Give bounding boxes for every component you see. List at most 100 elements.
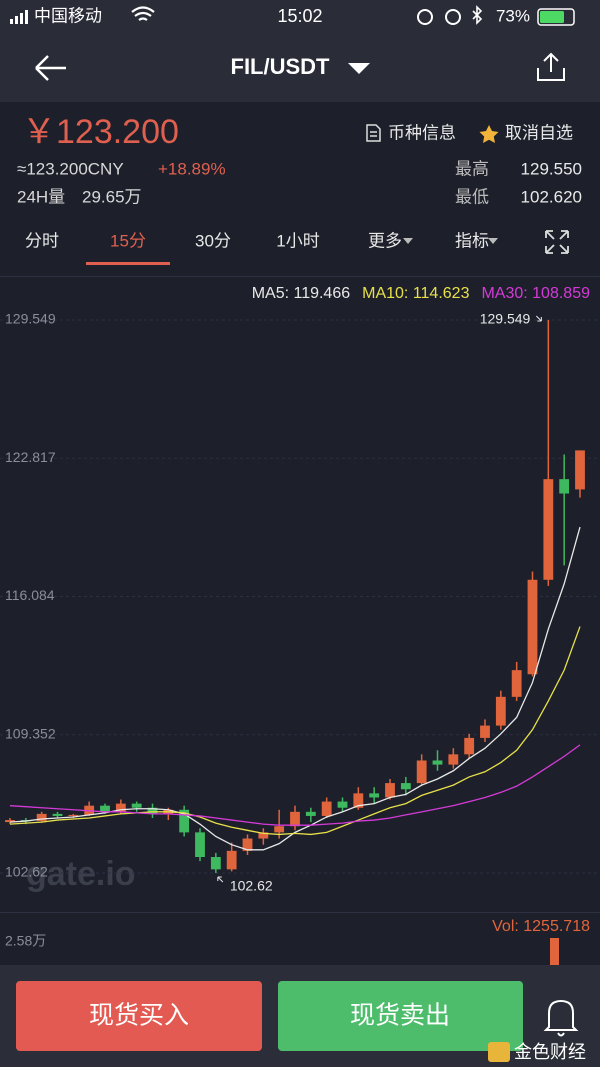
candle-body [147,807,158,814]
candle-body [416,760,427,784]
clock: 15:02 [277,6,322,26]
sell-text[interactable]: 现货卖出 [350,1002,450,1030]
top-bar [0,0,600,102]
y-tick-label: 109.352 [5,725,56,741]
volume-label: Vol: 1255.718 [492,918,590,935]
candle-body [226,850,237,870]
candle-body [448,754,459,765]
alert-button[interactable] [543,999,579,1037]
y-tick-label: 102.62 [5,864,48,880]
candle-body [52,813,63,816]
star-icon[interactable] [479,125,499,143]
y-tick-label: 122.817 [5,449,56,465]
y-tick-label: 129.549 [5,311,56,327]
last-price: ￥123.200 [22,113,179,151]
candle-body [543,479,554,580]
candle-body [68,814,79,816]
volume: 29.65万 [82,187,142,206]
ma-line [9,626,581,836]
high-label: 最高 [455,159,489,178]
fullscreen-button[interactable] [545,230,569,254]
volume-bar [550,938,559,968]
candle-body [337,801,348,808]
footer-logo: 金色财经 [514,1042,586,1062]
candle-body [495,696,506,726]
candle-body [100,805,110,812]
ma-line [9,744,581,826]
change: +18.89% [158,159,226,178]
buy-text[interactable]: 现货买入 [89,1002,189,1030]
low-value: 102.620 [521,187,582,206]
candle-body [464,737,475,755]
candle-body [179,809,190,833]
candle-body [353,793,364,808]
high-marker: 129.549 [480,311,531,327]
candle-body [432,760,443,765]
cny-price: ≈123.200CNY [17,159,124,178]
wifi-icon [131,6,155,21]
ma-legend: MA5: 119.466 [252,285,351,302]
pair-dropdown[interactable] [348,63,370,74]
candle-body [511,670,522,697]
candle-body [258,832,269,839]
info-icon[interactable] [366,124,381,142]
buy-button[interactable] [16,981,262,1051]
tab[interactable]: 分时 [25,231,59,250]
candle-body [400,783,411,790]
candle-body [480,725,490,738]
tab[interactable]: 1小时 [276,231,319,250]
tab[interactable]: 15分 [110,231,146,250]
tab[interactable]: 指标 [455,231,489,250]
bluetooth-icon [472,5,483,25]
candle-body [559,479,570,494]
tab[interactable]: 30分 [195,231,231,250]
interval-tabs: 分时 15分 30分 1小时 更多 指标 [25,231,489,250]
candle-body [195,832,205,858]
signal-icon [10,10,28,24]
alarm-icon [445,9,461,25]
back-button[interactable] [35,55,66,81]
active-tab-indicator [86,262,170,265]
candle-body [210,857,221,870]
watermark: gate.io [26,855,136,893]
candle-body [321,801,332,816]
y-tick-label: 116.084 [5,587,55,603]
carrier: 中国移动 [34,6,102,25]
low-arrow [217,876,224,883]
candle-body [305,811,316,816]
low-marker: 102.62 [230,878,273,894]
sell-button[interactable] [278,981,523,1051]
candlestick-chart: gate.io 129.549 122.817 116.084 109.352 102.… [0,285,600,894]
volume-divider [0,912,600,913]
footer-logo-icon [488,1042,510,1062]
high-arrow [535,315,542,322]
volume-label: 24H量 [17,187,65,206]
candle-body [5,820,15,823]
candle-body [575,450,585,490]
high-value: 129.550 [521,159,582,178]
candle-body [369,793,380,798]
ma-legend: MA30: 108.859 [481,285,590,302]
candle-body [527,579,538,675]
ma-line [9,526,581,851]
volume-tick: 2.58万 [5,933,46,949]
ma-legend: MA10: 114.623 [362,285,469,302]
divider [0,276,600,277]
candle-body [115,803,126,812]
candle-body [131,803,142,808]
low-label: 最低 [455,187,489,206]
candle-body [290,811,300,827]
battery-level: 73% [496,6,530,25]
tab[interactable]: 更多 [368,231,402,250]
pair-title[interactable]: FIL/USDT [231,54,331,79]
favorite[interactable]: 取消自选 [505,123,573,142]
lock-icon [417,9,433,25]
share-button[interactable] [537,52,565,81]
candle-body [36,813,47,822]
coin-info[interactable]: 币种信息 [388,123,456,142]
battery-frame [537,8,575,26]
battery-fill [540,11,564,23]
candle-body [242,838,253,851]
